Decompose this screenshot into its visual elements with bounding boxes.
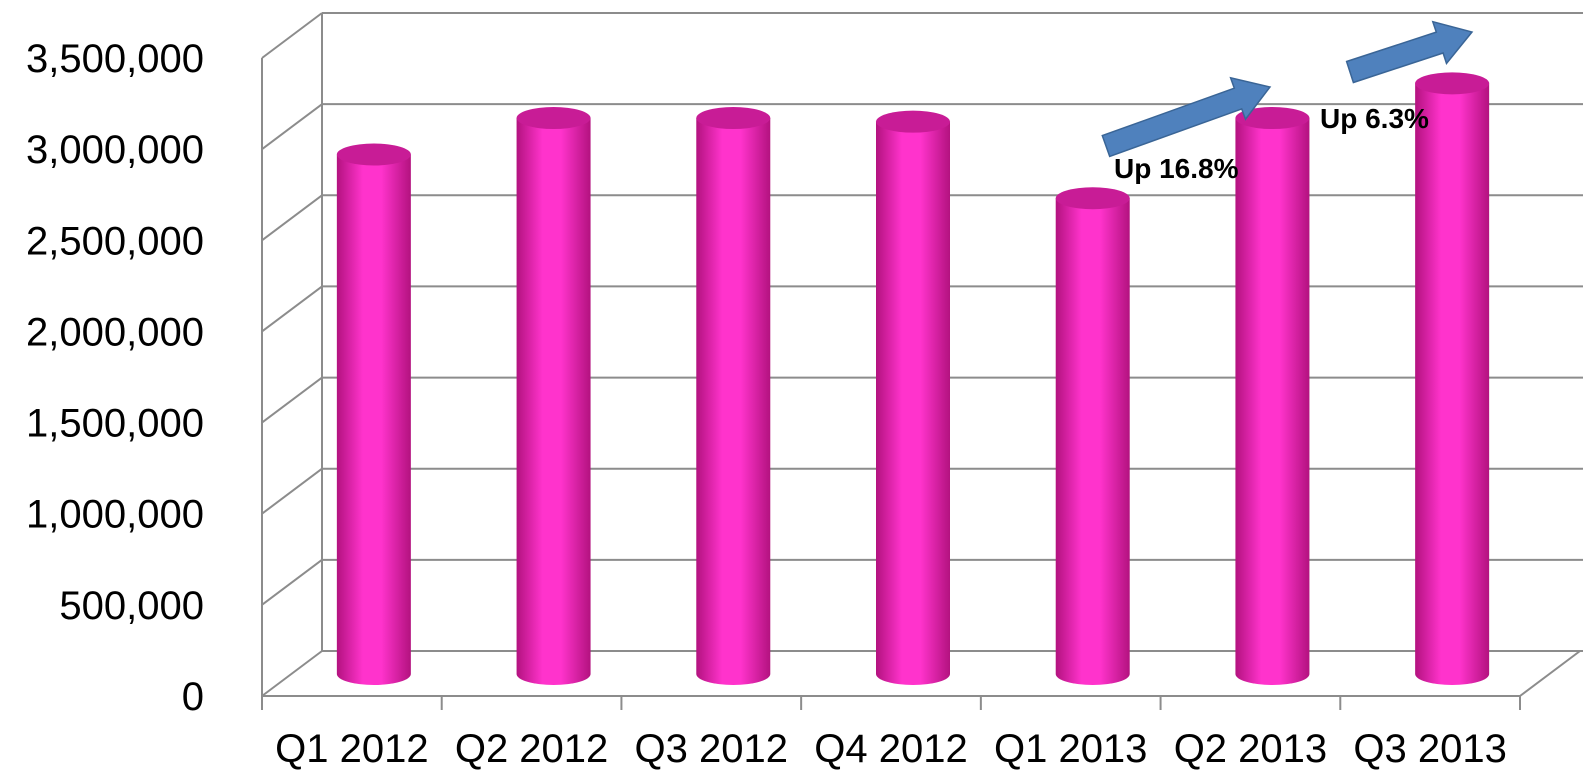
side-wall-line — [261, 559, 323, 606]
bar — [696, 107, 771, 686]
bar-top — [696, 107, 771, 130]
x-tick-label: Q3 2013 — [1353, 727, 1506, 771]
y-tick-label: 0 — [182, 675, 204, 719]
x-tick-label: Q1 2013 — [994, 727, 1147, 771]
bar — [336, 143, 411, 685]
side-wall-line — [261, 285, 323, 333]
bar-body — [1055, 198, 1130, 685]
tick-labels: 0 500,000 1,000,000 1,500,000 2,000,000 2,500… — [26, 37, 1507, 771]
x-tick-label: Q2 2013 — [1174, 727, 1327, 771]
bar — [516, 107, 591, 686]
axes — [261, 58, 1581, 710]
bar-top — [1235, 107, 1310, 130]
annotation-label: Up 16.8% — [1114, 153, 1239, 184]
side-wall-line — [261, 194, 323, 242]
bar-body — [336, 154, 411, 685]
bar — [1415, 72, 1490, 685]
bars — [336, 72, 1490, 686]
bar-body — [1415, 83, 1490, 685]
x-tick-label: Q2 2012 — [455, 727, 608, 771]
side-wall-line — [261, 467, 323, 515]
floor-right-edge — [1519, 650, 1581, 697]
x-tick-label: Q1 2012 — [275, 727, 428, 771]
bar-top — [1055, 187, 1130, 210]
y-tick-label: 1,000,000 — [26, 493, 204, 537]
bar-body — [876, 121, 950, 685]
annotations: Up 16.8% Up 6.3% — [1101, 20, 1474, 184]
bar-top — [1415, 72, 1490, 95]
arrow-up-right-icon — [1345, 20, 1474, 84]
side-wall-line — [261, 12, 323, 59]
side-wall-line — [261, 103, 323, 150]
x-tick-label: Q3 2012 — [635, 727, 788, 771]
side-wall-line — [261, 376, 323, 424]
bar-top — [336, 143, 411, 166]
change-annotation: Up 16.8% — [1101, 76, 1272, 184]
y-tick-label: 3,000,000 — [26, 128, 204, 172]
y-tick-label: 500,000 — [59, 584, 204, 628]
annotation-label: Up 6.3% — [1320, 103, 1429, 134]
arrow-up-right-icon — [1101, 76, 1272, 158]
side-wall-line — [261, 650, 323, 697]
y-tick-label: 3,500,000 — [26, 37, 204, 81]
bar-body — [1235, 118, 1310, 686]
change-annotation: Up 6.3% — [1320, 20, 1474, 134]
bar-body — [696, 118, 771, 686]
bar-top — [876, 110, 950, 133]
bar-top — [516, 107, 591, 130]
y-tick-label: 1,500,000 — [26, 402, 204, 446]
bar — [876, 110, 950, 685]
bar — [1235, 107, 1310, 686]
y-tick-label: 2,000,000 — [26, 310, 204, 354]
x-tick-label: Q4 2012 — [814, 727, 967, 771]
bar — [1055, 187, 1130, 685]
bar-body — [516, 118, 591, 686]
y-tick-label: 2,500,000 — [26, 219, 204, 263]
